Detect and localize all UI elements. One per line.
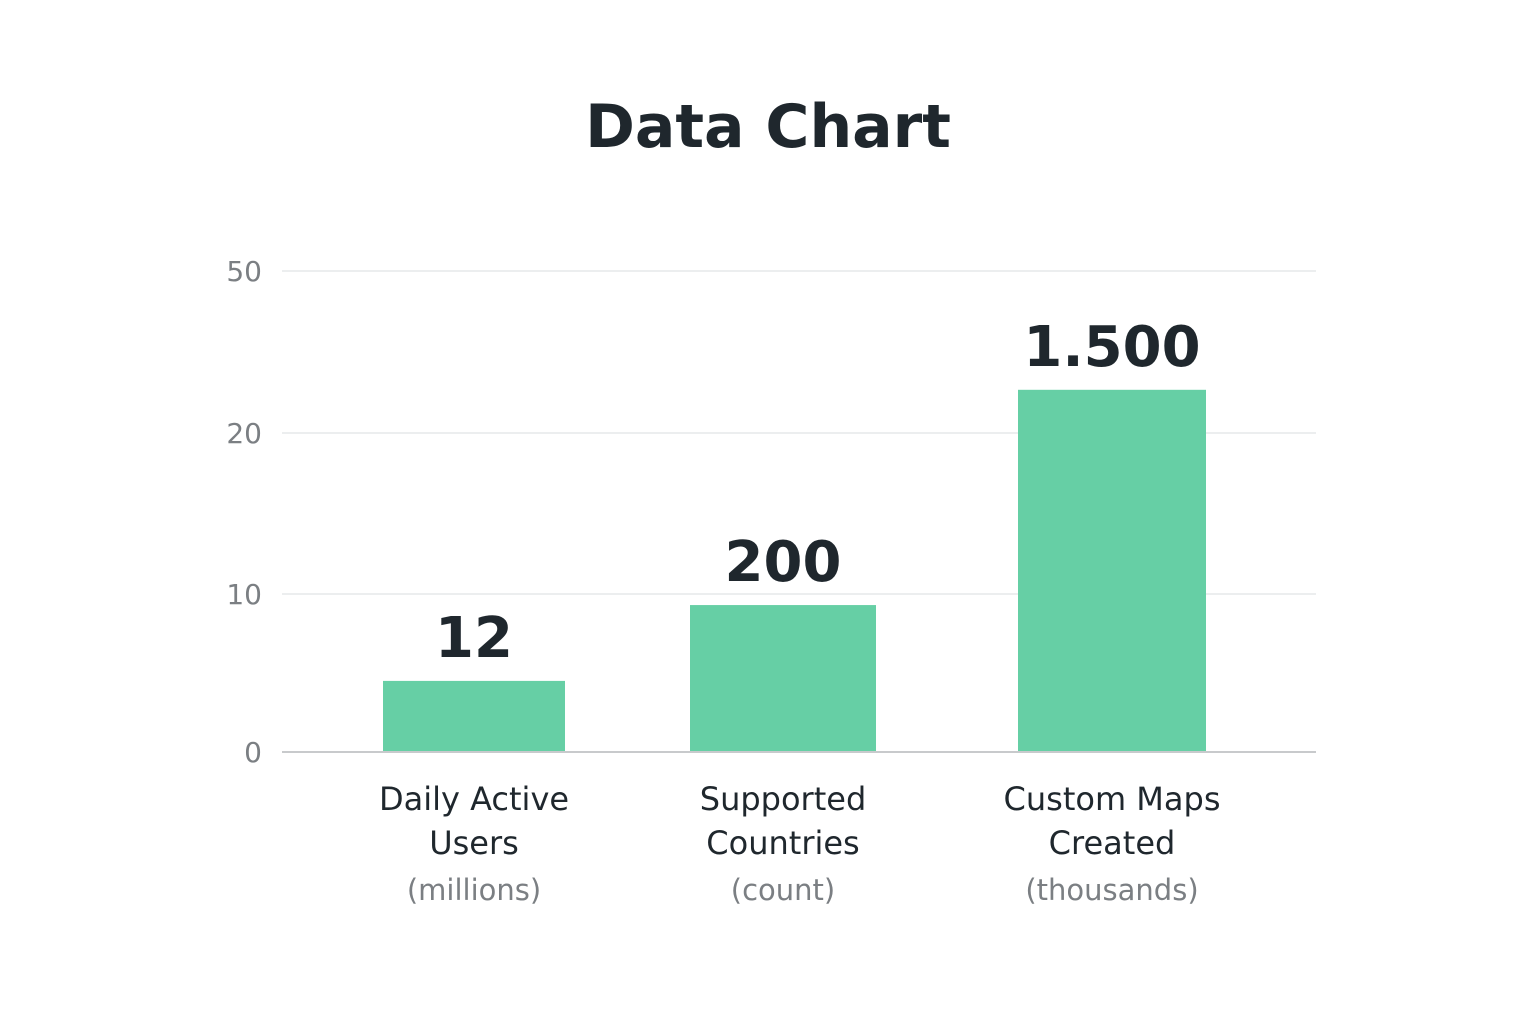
category-label: Users bbox=[429, 824, 519, 862]
y-axis-ticks: 0 10 20 50 bbox=[226, 255, 262, 769]
category-label: Countries bbox=[706, 824, 859, 862]
category-label: Supported bbox=[700, 780, 867, 818]
y-tick-label: 10 bbox=[226, 578, 262, 611]
value-label: 200 bbox=[725, 530, 842, 595]
category-label: Custom Maps bbox=[1004, 780, 1221, 818]
y-tick-label: 20 bbox=[226, 417, 262, 450]
category-label: Daily Active bbox=[379, 780, 569, 818]
bar bbox=[690, 605, 876, 752]
y-tick-label: 0 bbox=[244, 736, 262, 769]
value-label: 12 bbox=[435, 606, 513, 671]
y-tick-label: 50 bbox=[226, 255, 262, 288]
chart-title: Data Chart bbox=[585, 92, 951, 162]
value-labels: 12 200 1.500 bbox=[428, 308, 1208, 678]
category-unit-label: (count) bbox=[731, 873, 835, 907]
bar bbox=[383, 680, 565, 752]
bars bbox=[383, 389, 1206, 752]
category-labels: Daily Active Users (millions) Supported Coun… bbox=[379, 780, 1221, 907]
category-label: Created bbox=[1049, 824, 1176, 862]
bar bbox=[1018, 389, 1206, 752]
category-unit-label: (thousands) bbox=[1025, 873, 1198, 907]
category-unit-label: (millions) bbox=[407, 873, 541, 907]
value-label: 1.500 bbox=[1023, 315, 1200, 380]
